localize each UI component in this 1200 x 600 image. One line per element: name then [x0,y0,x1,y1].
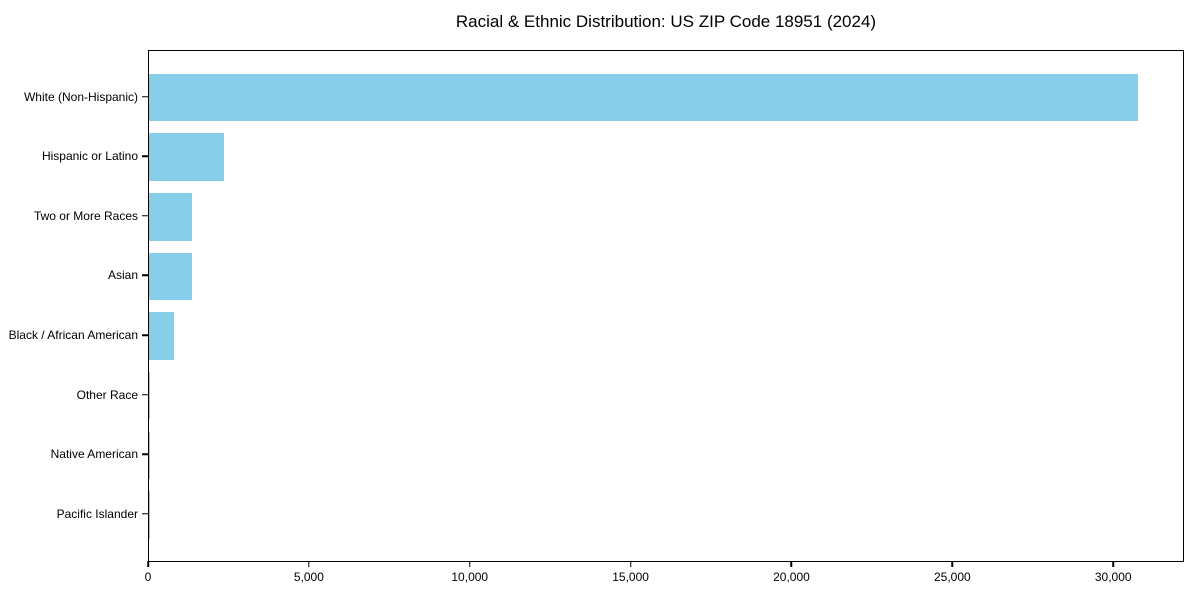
y-tick-mark-1 [142,155,148,157]
y-tick-mark-2 [142,215,148,217]
x-tick-mark-0 [147,561,149,567]
y-tick-label-0: White (Non-Hispanic) [23,89,138,104]
plot-area [148,50,1184,562]
x-tick-mark-5 [951,561,954,567]
y-tick-label-7: Pacific Islander [56,506,138,521]
bar-3 [149,252,192,301]
y-tick-mark-6 [142,453,148,456]
chart-title: Racial & Ethnic Distribution: US ZIP Cod… [455,12,877,31]
x-tick-label-5: 25,000 [933,570,971,584]
x-tick-mark-2 [468,561,471,567]
bar-5 [149,371,150,420]
y-tick-label-1: Hispanic or Latino [41,149,138,164]
bar-1 [149,133,225,181]
y-tick-mark-7 [142,513,148,515]
x-tick-mark-6 [1112,561,1114,567]
y-tick-mark-0 [142,95,148,98]
x-tick-mark-3 [629,561,632,567]
x-tick-label-2: 10,000 [451,570,489,584]
y-tick-label-5: Other Race [76,387,138,402]
y-tick-label-6: Native American [50,447,138,462]
bar-0 [149,73,1139,122]
bar-2 [149,193,193,241]
y-tick-mark-4 [142,334,148,336]
x-tick-label-3: 15,000 [612,570,649,584]
y-tick-mark-3 [142,274,148,277]
y-tick-mark-5 [142,393,148,396]
y-tick-label-3: Asian [107,268,138,283]
x-tick-mark-1 [308,561,310,567]
x-tick-label-1: 5,000 [293,570,324,584]
bar-4 [149,312,175,360]
x-tick-label-4: 20,000 [773,570,810,584]
y-tick-label-2: Two or More Races [33,208,138,223]
y-tick-label-4: Black / African American [8,328,138,343]
x-tick-mark-4 [790,561,793,567]
x-tick-label-0: 0 [144,570,152,584]
x-tick-label-6: 30,000 [1094,570,1132,584]
